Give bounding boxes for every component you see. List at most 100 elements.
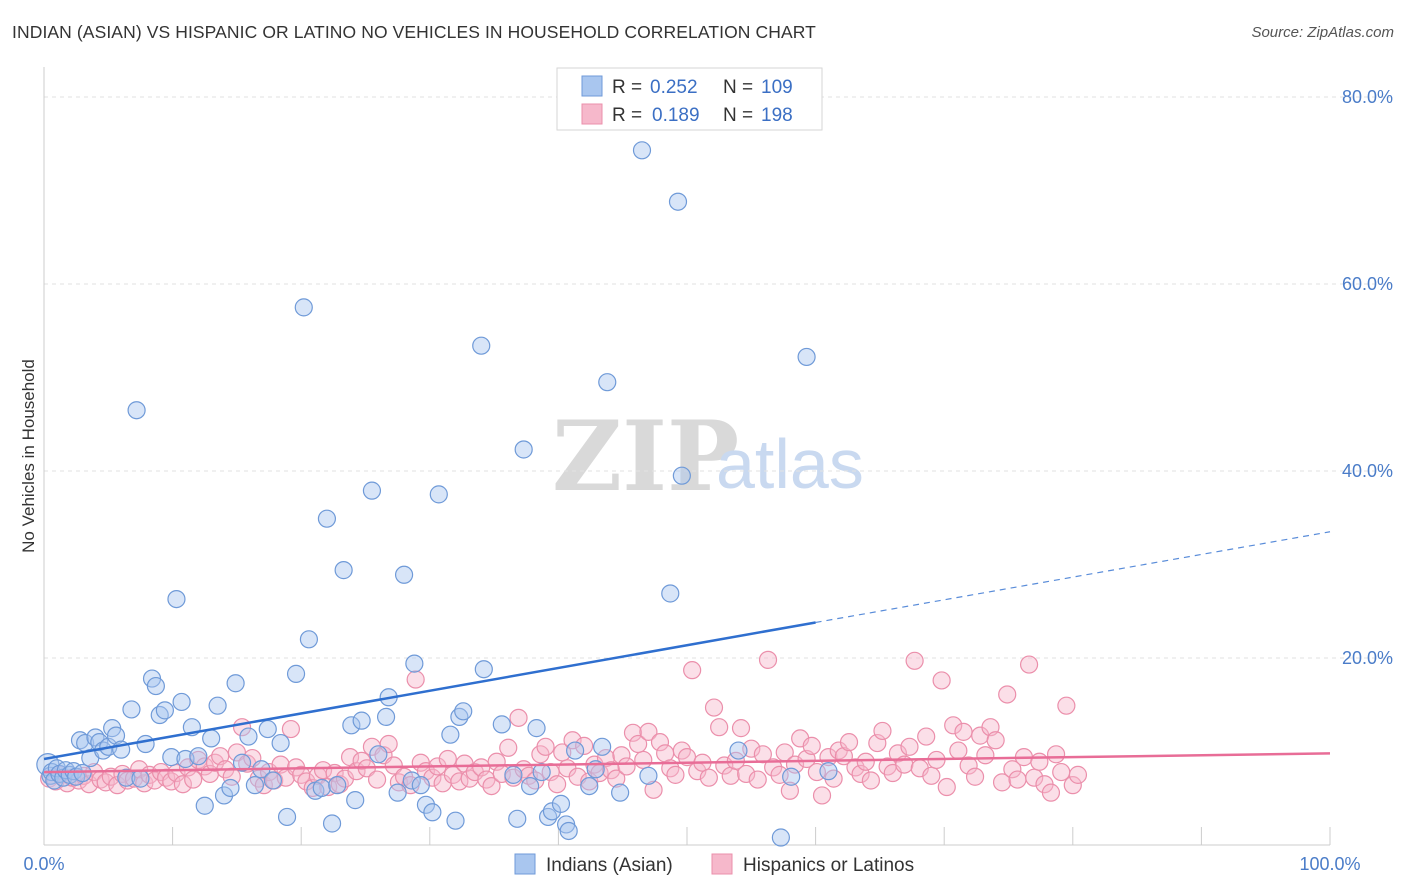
- data-point-indians: [286, 664, 306, 683]
- data-point-indians: [317, 509, 337, 528]
- data-point-indians: [131, 769, 150, 788]
- data-point-hispanics: [509, 708, 528, 727]
- data-point-indians: [532, 762, 551, 782]
- data-point-indians: [162, 748, 181, 767]
- watermark-atlas: atlas: [716, 425, 864, 503]
- data-point-hispanics: [856, 752, 875, 771]
- data-point-hispanics: [367, 770, 387, 789]
- data-point-indians: [411, 776, 430, 795]
- data-point-indians: [416, 795, 436, 814]
- data-point-hispanics: [499, 738, 518, 757]
- data-point-hispanics: [932, 671, 951, 690]
- x-tick-label-max: 100.0%: [1299, 854, 1360, 874]
- data-point-indians: [668, 192, 688, 211]
- data-point-indians: [195, 796, 214, 815]
- data-point-indians: [819, 762, 838, 781]
- legend-n-value-2: 198: [761, 105, 793, 126]
- data-point-hispanics: [780, 781, 799, 800]
- data-point-indians: [155, 701, 174, 720]
- data-point-indians: [221, 778, 240, 798]
- data-point-indians: [771, 828, 790, 847]
- data-point-indians: [90, 733, 109, 752]
- data-point-indians: [172, 692, 191, 712]
- data-point-indians: [514, 440, 533, 459]
- data-point-hispanics: [986, 731, 1005, 750]
- data-point-hispanics: [917, 727, 936, 746]
- data-point-indians: [189, 747, 208, 766]
- data-point-indians: [352, 711, 371, 730]
- data-point-indians: [672, 466, 691, 485]
- data-point-hispanics: [812, 786, 832, 805]
- bottom-legend-swatch-hispanics: [711, 853, 733, 875]
- data-point-hispanics: [1019, 655, 1039, 674]
- data-point-hispanics: [949, 741, 968, 760]
- data-point-indians: [214, 786, 234, 805]
- data-point-hispanics: [623, 723, 643, 742]
- data-point-indians: [208, 696, 227, 715]
- legend-r-value-1: 0.252: [650, 77, 698, 98]
- data-point-hispanics: [731, 719, 751, 738]
- data-point-hispanics: [173, 775, 192, 794]
- data-point-indians: [402, 771, 421, 790]
- data-point-hispanics: [607, 769, 626, 788]
- data-point-indians: [521, 776, 540, 796]
- data-point-hispanics: [965, 767, 985, 786]
- data-point-indians: [580, 776, 599, 796]
- data-point-hispanics: [976, 746, 995, 765]
- data-point-hispanics: [281, 719, 301, 739]
- data-point-indians: [328, 776, 347, 795]
- data-point-hispanics: [639, 722, 658, 741]
- data-point-indians: [263, 771, 283, 790]
- data-point-hispanics: [992, 773, 1012, 792]
- grid-lines: [44, 96, 1392, 659]
- legend-n-label-2: N =: [723, 105, 753, 126]
- data-point-hispanics: [406, 670, 425, 689]
- data-point-hispanics: [704, 698, 724, 717]
- y-tick-label: 20.0%: [1342, 648, 1393, 668]
- data-point-hispanics: [313, 761, 333, 780]
- data-point-indians: [299, 630, 319, 649]
- data-point-indians: [167, 589, 186, 609]
- data-point-indians: [454, 702, 473, 721]
- legend-swatch-hispanics: [581, 103, 603, 125]
- data-point-hispanics: [536, 737, 555, 756]
- data-point-hispanics: [802, 736, 821, 755]
- data-point-indians: [277, 807, 297, 827]
- data-point-hispanics: [1057, 696, 1076, 715]
- data-point-indians: [782, 767, 801, 786]
- data-point-hispanics: [748, 770, 767, 789]
- data-point-indians: [122, 700, 141, 719]
- data-point-indians: [271, 733, 290, 753]
- trend-line-indians-extension: [815, 531, 1331, 624]
- data-point-hispanics: [905, 651, 924, 670]
- legend-swatch-indians: [581, 75, 603, 97]
- legend-n-label-1: N =: [723, 77, 753, 98]
- data-point-indians: [202, 729, 221, 748]
- data-point-hispanics: [873, 721, 892, 741]
- data-point-indians: [232, 753, 252, 772]
- data-point-hispanics: [1046, 745, 1066, 764]
- data-point-indians: [127, 401, 146, 420]
- data-point-hispanics: [563, 731, 582, 750]
- chart-source: Source: ZipAtlas.com: [1251, 24, 1394, 41]
- data-point-indians: [593, 737, 612, 756]
- data-point-indians: [322, 814, 342, 833]
- data-point-indians: [559, 821, 578, 841]
- data-point-hispanics: [944, 716, 963, 735]
- data-point-hispanics: [575, 736, 594, 755]
- data-point-hispanics: [900, 737, 919, 756]
- data-point-indians: [136, 734, 155, 754]
- data-point-hispanics: [650, 733, 670, 752]
- data-point-indians: [639, 766, 658, 785]
- trend-line-indians: [43, 621, 816, 761]
- data-point-indians: [423, 803, 442, 822]
- data-point-indians: [346, 791, 365, 810]
- data-point-hispanics: [699, 768, 718, 787]
- data-point-indians: [388, 783, 407, 802]
- data-point-hispanics: [764, 758, 783, 777]
- data-point-indians: [504, 765, 523, 784]
- data-point-hispanics: [666, 765, 685, 784]
- data-point-indians: [312, 778, 331, 798]
- y-tick-label: 40.0%: [1342, 461, 1393, 481]
- data-point-indians: [661, 584, 680, 603]
